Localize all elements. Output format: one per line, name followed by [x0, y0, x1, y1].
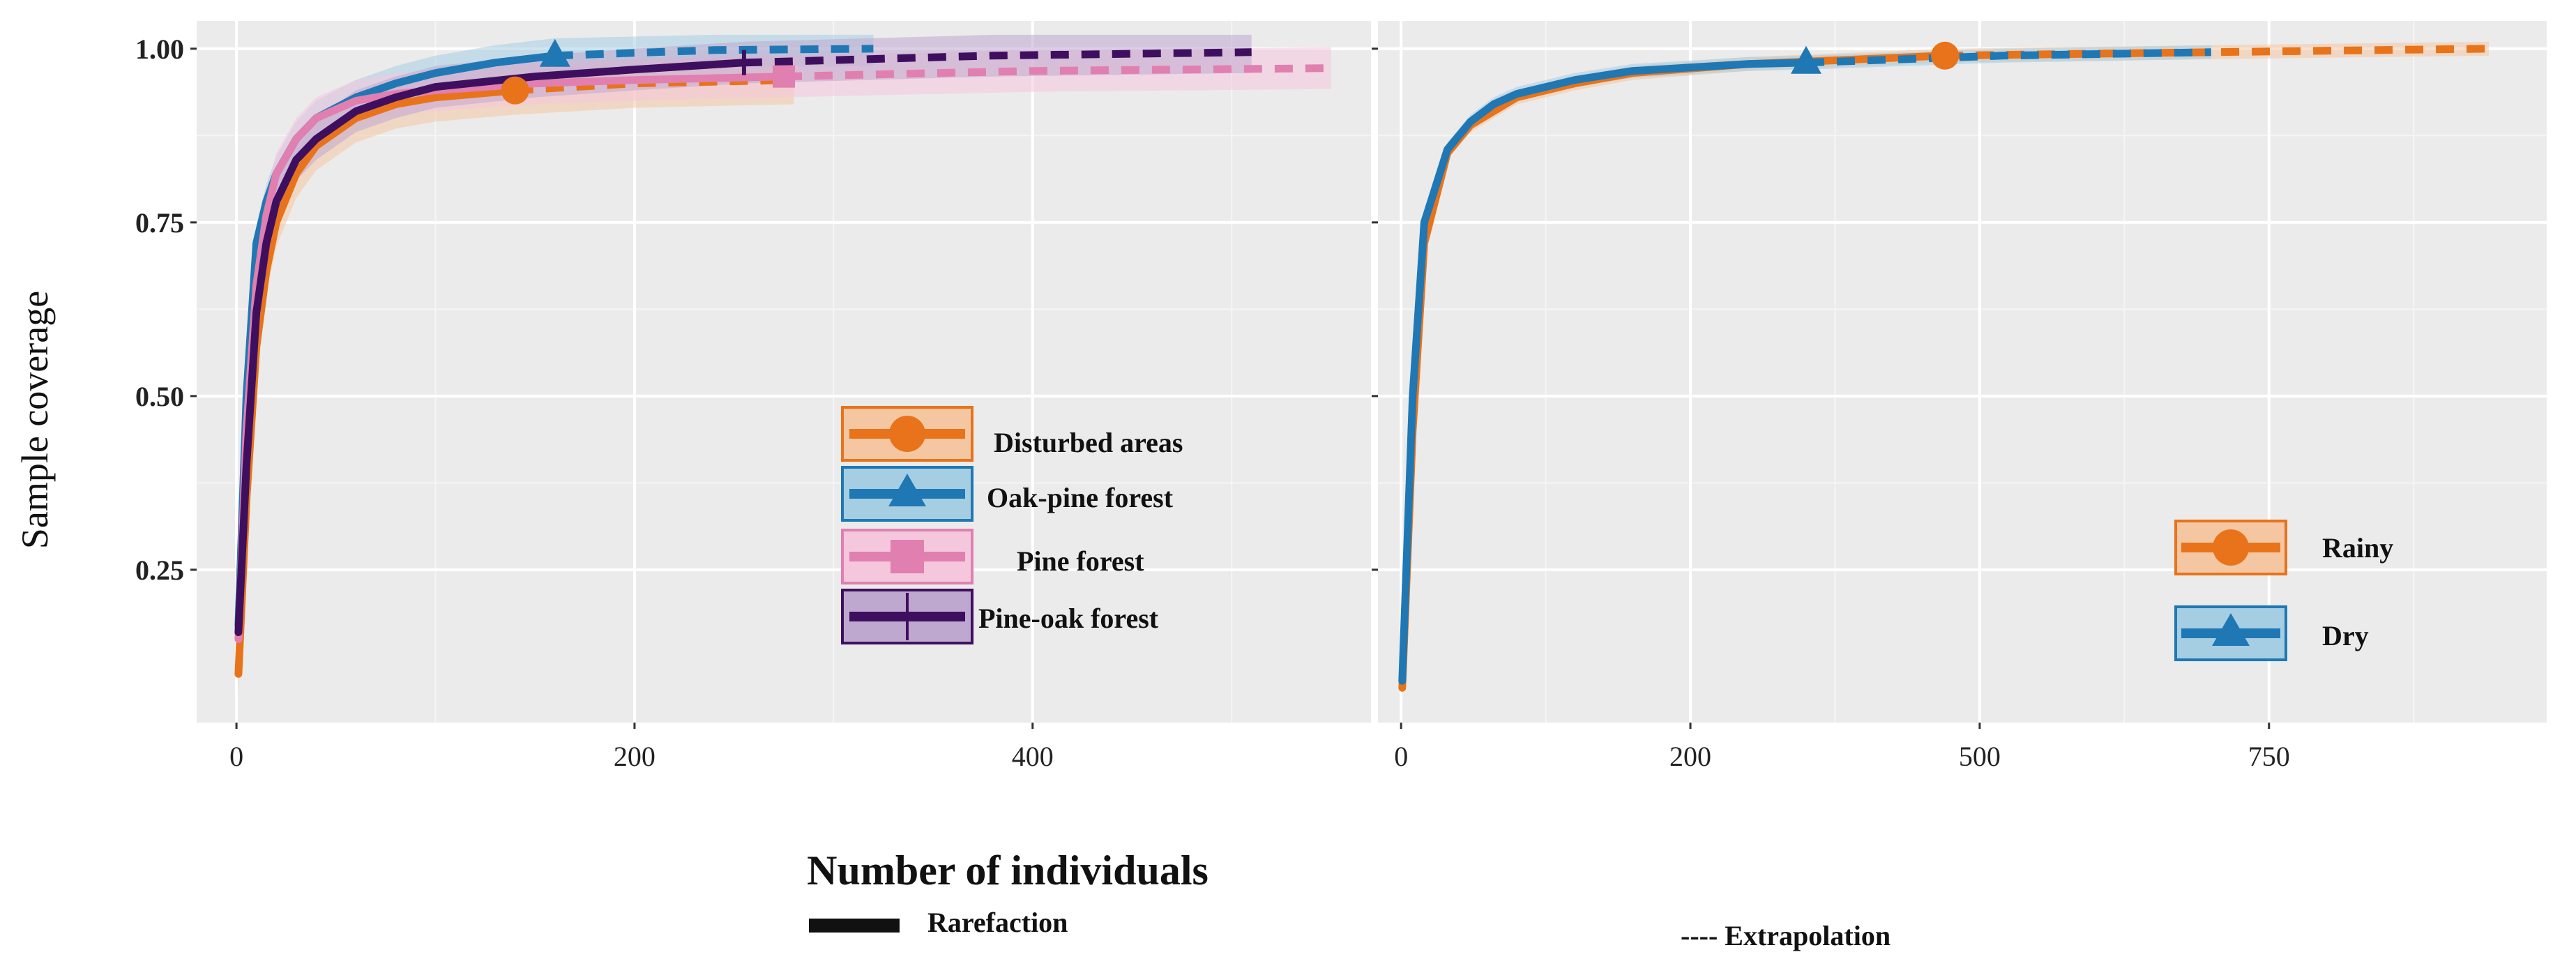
legend-item-rainy: Rainy [2174, 520, 2393, 575]
panel-left-observed-point-oak-pine-forest [539, 38, 570, 67]
extrapolation-label: ---- Extrapolation [1681, 920, 1891, 951]
legend-item-disturbed-areas: Disturbed areas [841, 406, 1183, 462]
panel-right: 0 200 500 750 [1372, 21, 2547, 772]
legend-label-disturbed-areas: Disturbed areas [994, 427, 1183, 458]
panel-left-rarefaction-pine-oak-forest [234, 59, 748, 636]
panel-left-background [197, 21, 1371, 723]
legend-label-rainy: Rainy [2322, 532, 2393, 564]
rarefaction-label: Rarefaction [927, 907, 1068, 938]
legend-item-pine-oak-forest: Pine-oak forest [841, 589, 1159, 644]
panel-left-ytick-label: 0.50 [135, 381, 184, 412]
legend-label-pine-forest: Pine forest [1017, 545, 1144, 577]
panel-left-xtick-label: 0 [229, 741, 243, 772]
panel-right-background [1378, 21, 2547, 723]
panel-left: 0.25 0.50 0.75 1.00 0 200 400 [135, 21, 1371, 772]
panel-left-ytick-label: 0.75 [135, 207, 184, 239]
legend-season: Rainy Dry [2174, 520, 2393, 661]
panel-left-xtick-label: 400 [1012, 741, 1054, 772]
legend-label-pine-oak-forest: Pine-oak forest [978, 603, 1159, 634]
panel-right-observed-point-dry [1790, 45, 1821, 74]
panel-right-extrapolation-dry [1805, 48, 2211, 67]
legend-habitat: Disturbed areas Oak-pine forest Pine for… [841, 406, 1183, 644]
x-axis-title: Number of individuals [807, 847, 1209, 893]
panel-left-extrapolation-pine-oak-forest [743, 48, 1252, 67]
panel-left-extrapolation-oak-pine-forest [554, 45, 874, 60]
panel-right-xtick-label: 200 [1669, 741, 1711, 772]
panel-right-observed-point-rainy [1931, 41, 1960, 70]
line-type-legend: Rarefaction ---- Extrapolation [809, 907, 1891, 951]
panel-right-xtick-label: 500 [1959, 741, 2001, 772]
panel-left-rarefaction-pine-forest [234, 73, 788, 643]
panel-right-xtick-label: 0 [1394, 741, 1408, 772]
panel-left-ytick-label: 1.00 [135, 33, 184, 65]
legend-label-oak-pine-forest: Oak-pine forest [987, 482, 1174, 513]
panel-left-xtick-label: 200 [614, 741, 656, 772]
panel-left-observed-point-disturbed-areas [501, 76, 529, 105]
panel-left-extrapolation-pine-forest [783, 64, 1331, 81]
panel-right-xtick-label: 750 [2248, 741, 2290, 772]
panel-right-band-rainy [1402, 41, 2489, 695]
legend-item-dry: Dry [2174, 605, 2369, 661]
rarefaction-swatch [809, 919, 900, 933]
y-axis-title: Sample coverage [14, 291, 56, 549]
panel-left-observed-point-pine-forest [773, 65, 795, 88]
panel-left-ytick-label: 0.25 [135, 554, 184, 586]
legend-item-pine-forest: Pine forest [841, 529, 1144, 584]
panel-right-rarefaction-dry [1398, 59, 1810, 685]
legend-item-oak-pine-forest: Oak-pine forest [841, 466, 1174, 522]
panel-left-observed-point-pine-oak-forest [731, 50, 757, 75]
legend-label-dry: Dry [2322, 620, 2369, 651]
